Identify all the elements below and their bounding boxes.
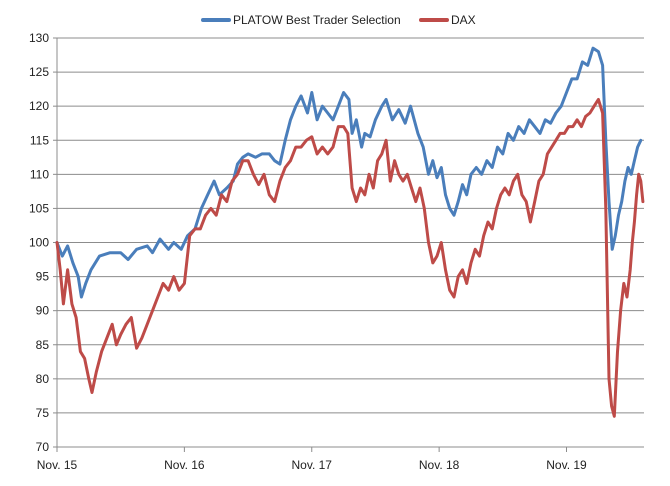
y-tick-label: 80 [36, 372, 50, 386]
y-tick-label: 130 [29, 31, 49, 45]
y-tick-label: 125 [29, 65, 49, 79]
x-tick-label: Nov. 18 [419, 458, 460, 472]
y-tick-label: 115 [30, 133, 49, 147]
y-tick-label: 105 [29, 201, 49, 215]
x-axis-ticks: Nov. 15 Nov. 16 Nov. 17 Nov. 18 Nov. 19 [37, 447, 587, 472]
grid-lines [57, 37, 644, 414]
y-tick-label: 95 [36, 270, 50, 284]
y-axis-ticks: 70 75 80 85 90 95 100 105 110 115 120 125 130 [29, 31, 57, 454]
y-tick-label: 75 [36, 406, 50, 420]
y-tick-label: 100 [29, 236, 49, 250]
x-tick-label: Nov. 15 [37, 458, 78, 472]
x-tick-label: Nov. 17 [292, 458, 333, 472]
y-tick-label: 85 [36, 338, 50, 352]
y-tick-label: 120 [29, 99, 49, 113]
x-tick-label: Nov. 16 [164, 458, 205, 472]
legend-label: DAX [451, 13, 476, 27]
legend-label: PLATOW Best Trader Selection [233, 13, 401, 27]
legend: PLATOW Best Trader Selection DAX [201, 13, 476, 27]
y-tick-label: 70 [36, 440, 50, 454]
y-tick-label: 90 [36, 304, 50, 318]
y-tick-label: 110 [30, 167, 49, 181]
series-line-dax [55, 97, 645, 418]
series-lines [55, 46, 645, 418]
series-line-platow [55, 46, 643, 299]
x-tick-label: Nov. 19 [546, 458, 587, 472]
